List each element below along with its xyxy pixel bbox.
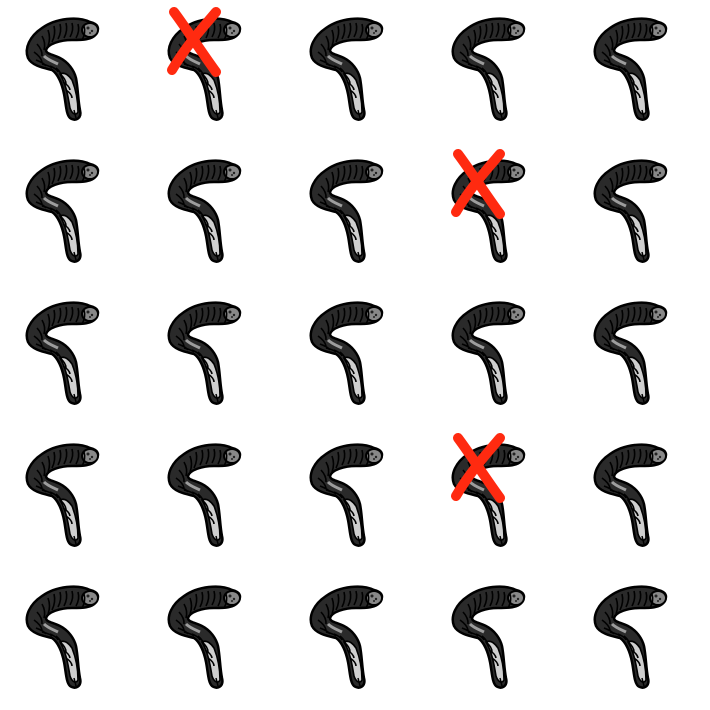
grid-cell: [142, 284, 284, 426]
grub-worm-icon: [309, 301, 384, 405]
grub-worm-icon: [309, 159, 384, 263]
grid-cell: [568, 284, 710, 426]
grid-cell: [142, 142, 284, 284]
red-x-mark-icon: [167, 7, 221, 77]
grub-worm-icon: [25, 301, 100, 405]
grid-cell: [284, 568, 426, 710]
grub-worm-icon: [25, 159, 100, 263]
red-x-mark-icon: [451, 149, 505, 219]
grid-cell: [142, 426, 284, 568]
grid-cell: [284, 0, 426, 142]
grid-cell: [426, 284, 568, 426]
grub-worm-icon: [167, 585, 242, 689]
grub-worm-icon: [167, 159, 242, 263]
grub-worm-icon: [593, 585, 668, 689]
grid-cell: [568, 142, 710, 284]
grub-worm-icon: [167, 443, 242, 547]
grid-cell: [426, 568, 568, 710]
grub-worm-icon: [451, 301, 526, 405]
grid-cell: [142, 0, 284, 142]
grid-cell: [284, 426, 426, 568]
grid-cell: [426, 426, 568, 568]
grid-cell: [568, 0, 710, 142]
grid-cell: [284, 284, 426, 426]
grub-worm-icon: [593, 159, 668, 263]
grid-cell: [0, 426, 142, 568]
grub-worm-icon: [593, 443, 668, 547]
grub-worm-icon: [25, 443, 100, 547]
grid-cell: [568, 568, 710, 710]
grub-worm-icon: [25, 17, 100, 121]
grub-worm-icon: [593, 301, 668, 405]
grub-worm-icon: [25, 585, 100, 689]
grid-cell: [142, 568, 284, 710]
grid-cell: [0, 284, 142, 426]
grub-worm-icon: [309, 17, 384, 121]
grid-cell: [426, 142, 568, 284]
grub-worm-icon: [167, 301, 242, 405]
grid-cell: [568, 426, 710, 568]
grid-cell: [426, 0, 568, 142]
grub-worm-icon: [309, 443, 384, 547]
grub-worm-icon: [451, 17, 526, 121]
grub-worm-icon: [593, 17, 668, 121]
grid-cell: [0, 568, 142, 710]
grub-worm-icon: [451, 585, 526, 689]
grub-worm-icon: [309, 585, 384, 689]
grid-cell: [0, 142, 142, 284]
grid-cell: [0, 0, 142, 142]
red-x-mark-icon: [451, 433, 505, 503]
grid-cell: [284, 142, 426, 284]
